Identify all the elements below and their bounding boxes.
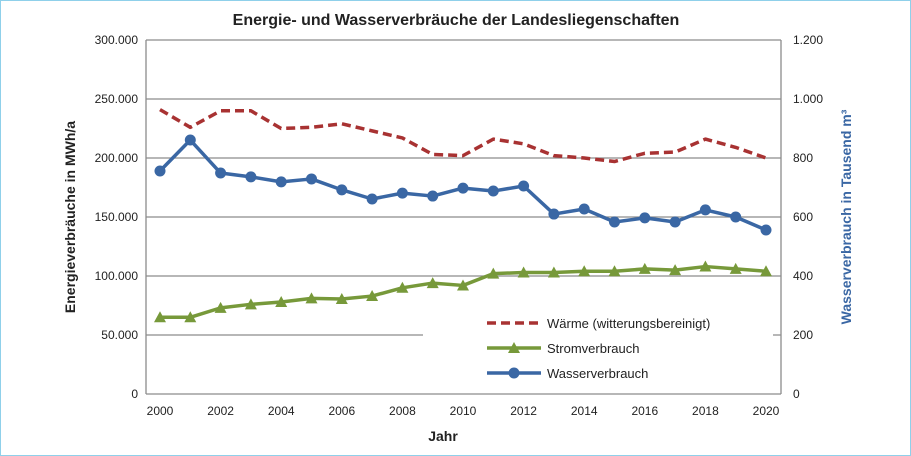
data-point xyxy=(184,311,197,323)
data-point xyxy=(305,292,318,304)
data-point xyxy=(335,293,348,305)
data-point xyxy=(547,266,560,278)
data-point xyxy=(730,211,742,223)
x-tick-label: 2014 xyxy=(571,404,598,418)
y2-tick-label: 0 xyxy=(793,387,800,401)
y2-tick-label: 800 xyxy=(793,151,813,165)
data-point xyxy=(244,298,257,310)
x-tick-label: 2000 xyxy=(147,404,174,418)
data-point xyxy=(427,190,439,202)
data-point xyxy=(184,134,196,146)
legend-background xyxy=(423,306,773,386)
data-point xyxy=(245,171,257,183)
data-point xyxy=(306,173,317,185)
data-point xyxy=(366,290,379,302)
y-tick-label: 200.000 xyxy=(95,151,139,165)
x-tick-label: 2004 xyxy=(268,404,295,418)
data-point xyxy=(154,311,166,323)
data-point xyxy=(275,176,287,188)
data-point xyxy=(487,267,500,279)
data-point xyxy=(729,262,742,274)
y-tick-label: 0 xyxy=(131,387,138,401)
data-point xyxy=(609,216,620,228)
data-point xyxy=(638,262,651,274)
legend: Wärme (witterungsbereinigt) Stromverbrauc… xyxy=(423,306,773,386)
data-point xyxy=(699,204,711,216)
x-tick-label: 2018 xyxy=(692,404,719,418)
x-tick-label: 2012 xyxy=(510,404,537,418)
y2-tick-label: 200 xyxy=(793,328,813,342)
x-tick-label: 2006 xyxy=(328,404,355,418)
legend-marker xyxy=(508,342,520,353)
axes: 0 0 50.000 200 100.000 400 150.000 600 200.000 80… xyxy=(95,33,824,418)
y-tick-label: 300.000 xyxy=(95,33,139,47)
x-axis-label: Jahr xyxy=(428,428,458,444)
data-point xyxy=(760,265,772,277)
data-point xyxy=(699,260,712,272)
data-point xyxy=(608,265,621,277)
y-tick-label: 50.000 xyxy=(101,328,138,342)
data-point xyxy=(548,208,560,220)
y-tick-label: 150.000 xyxy=(95,210,139,224)
x-tick-label: 2010 xyxy=(450,404,477,418)
y-tick-label: 100.000 xyxy=(95,269,139,283)
x-tick-label: 2020 xyxy=(753,404,780,418)
data-point xyxy=(578,203,590,215)
data-point xyxy=(457,279,469,291)
legend-marker xyxy=(508,367,520,379)
data-point xyxy=(154,165,166,177)
data-point xyxy=(366,193,378,205)
y2-axis-label: Wasserverbrauch in Tausend m³ xyxy=(838,109,854,324)
series-group xyxy=(154,108,772,323)
y-tick-label: 250.000 xyxy=(95,92,139,106)
data-point xyxy=(214,301,227,313)
data-point xyxy=(426,277,439,289)
legend-label: Wasserverbrauch xyxy=(547,366,648,381)
data-point xyxy=(669,264,682,276)
data-point xyxy=(578,265,591,277)
series-line-0 xyxy=(159,108,767,164)
data-point xyxy=(487,185,499,197)
data-point xyxy=(396,281,409,293)
data-point xyxy=(396,187,408,199)
data-point xyxy=(275,295,288,307)
chart-title: Energie- und Wasserverbräuche der Landes… xyxy=(233,12,680,29)
y2-tick-label: 600 xyxy=(793,210,813,224)
x-tick-label: 2008 xyxy=(389,404,416,418)
data-point xyxy=(760,224,772,236)
data-point xyxy=(518,180,530,192)
legend-label: Stromverbrauch xyxy=(547,341,639,356)
data-point xyxy=(669,216,681,228)
legend-label: Wärme (witterungsbereinigt) xyxy=(547,316,710,331)
x-tick-label: 2016 xyxy=(631,404,658,418)
data-point xyxy=(215,167,227,179)
y2-tick-label: 400 xyxy=(793,269,813,283)
y-axis-label: Energieverbräuche in MWh/a xyxy=(62,121,78,313)
y2-tick-label: 1.000 xyxy=(793,92,823,106)
data-point xyxy=(457,182,469,194)
data-point xyxy=(336,184,348,196)
data-point xyxy=(517,266,530,278)
x-tick-label: 2002 xyxy=(207,404,234,418)
y2-tick-label: 1.200 xyxy=(793,33,823,47)
data-point xyxy=(639,212,651,224)
